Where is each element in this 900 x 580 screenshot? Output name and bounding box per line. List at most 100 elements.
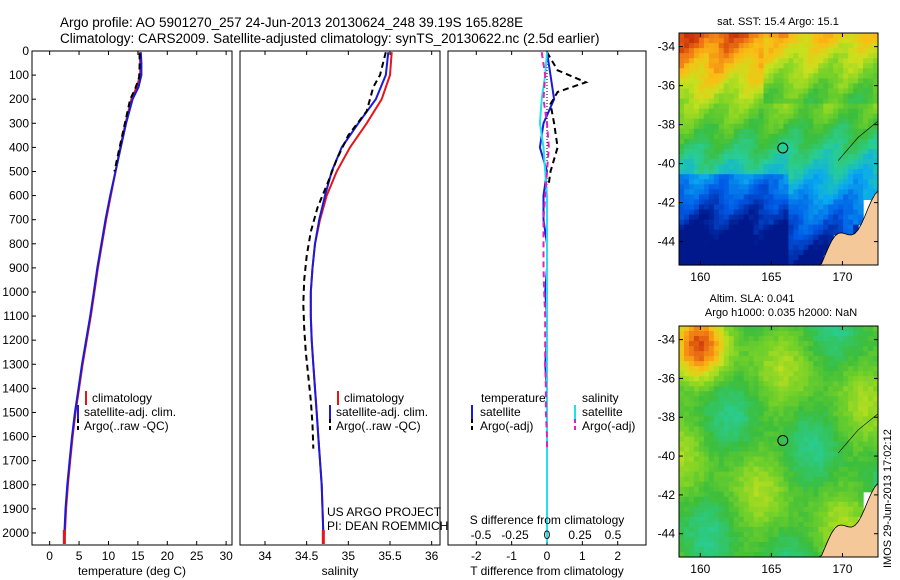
map-cell xyxy=(783,184,790,190)
map-cell xyxy=(773,406,780,412)
map-cell xyxy=(793,204,799,211)
map-cell xyxy=(803,406,809,412)
map-cell xyxy=(763,149,770,155)
map-cell xyxy=(679,58,685,64)
map-cell xyxy=(848,113,854,120)
map-cell xyxy=(783,68,790,74)
map-cell xyxy=(688,68,695,74)
map-cell xyxy=(803,43,809,49)
map-cell xyxy=(828,446,834,453)
map-cell xyxy=(708,396,715,402)
map-cell xyxy=(748,416,755,423)
map-cell xyxy=(833,471,839,478)
y-tick-label: 1000 xyxy=(2,285,29,299)
map-cell xyxy=(798,189,804,195)
map-cell xyxy=(723,138,730,145)
map-cell xyxy=(688,346,695,352)
map-cell xyxy=(723,461,730,468)
map-cell xyxy=(818,143,824,150)
map-cell xyxy=(863,361,869,367)
map-cell xyxy=(853,194,859,201)
map-cell xyxy=(688,386,695,392)
map-cell xyxy=(753,396,760,402)
map-cell xyxy=(758,174,765,180)
map-cell xyxy=(833,496,839,503)
map-cell xyxy=(763,133,770,140)
map-cell xyxy=(723,551,730,558)
map-cell xyxy=(793,401,799,407)
map-cell xyxy=(863,401,869,407)
map-cell xyxy=(683,93,690,100)
y-tick-label: 600 xyxy=(9,189,29,203)
map-cell xyxy=(783,154,790,160)
map-cell xyxy=(768,88,775,95)
map-cell xyxy=(718,174,725,180)
map-cell xyxy=(748,194,755,201)
map-cell xyxy=(748,451,755,458)
map-cell xyxy=(768,496,775,503)
map-cell xyxy=(838,336,844,342)
map-cell xyxy=(793,531,799,538)
map-cell xyxy=(758,546,765,553)
map-cell xyxy=(813,371,819,377)
map-cell xyxy=(708,541,715,548)
map-cell xyxy=(818,336,824,342)
map-cell xyxy=(768,346,775,352)
map-cell xyxy=(768,199,775,206)
map-cell xyxy=(708,436,715,443)
map-cell xyxy=(758,179,765,185)
map-cell xyxy=(723,511,730,518)
map-cell xyxy=(713,239,720,246)
map-cell xyxy=(793,516,799,523)
map-cell xyxy=(748,346,755,352)
x-tick-label: 10 xyxy=(102,549,116,563)
map-cell xyxy=(773,48,780,54)
map-cell xyxy=(778,476,785,483)
map-cell xyxy=(683,396,690,402)
map-cell xyxy=(733,219,740,226)
map-cell xyxy=(728,174,735,180)
map-cell xyxy=(693,179,700,185)
map-cell xyxy=(708,108,715,115)
map-cell xyxy=(863,466,869,473)
map-cell xyxy=(753,239,760,246)
map-cell xyxy=(713,351,720,357)
map-cell xyxy=(738,426,745,433)
map-cell xyxy=(793,209,799,216)
map-cell xyxy=(728,421,735,428)
map-cell xyxy=(703,396,710,402)
map-cell xyxy=(858,159,864,165)
map-cell xyxy=(873,366,879,372)
map-cell xyxy=(738,138,745,145)
map-cell xyxy=(823,179,829,185)
map-cell xyxy=(763,43,770,49)
legend-label-satellite: satellite-adj. clim. xyxy=(84,405,176,419)
map-cell xyxy=(803,466,809,473)
map-cell xyxy=(713,219,720,226)
map-cell xyxy=(823,366,829,372)
map-cell xyxy=(808,446,814,453)
map-cell xyxy=(718,169,725,175)
map-cell xyxy=(778,386,785,392)
map-cell xyxy=(743,436,750,443)
map-cell xyxy=(713,123,720,130)
map-cell xyxy=(748,516,755,523)
map-cell xyxy=(748,53,755,59)
map-cell xyxy=(793,486,799,493)
map-cell xyxy=(718,63,725,69)
map-cell xyxy=(738,361,745,367)
map-cell xyxy=(718,366,725,372)
map-cell xyxy=(703,476,710,483)
map-cell xyxy=(868,154,874,160)
coastline xyxy=(837,120,879,161)
map-cell xyxy=(713,461,720,468)
map-cell xyxy=(788,441,795,448)
map-cell xyxy=(858,98,864,105)
map-cell xyxy=(679,38,685,44)
map-cell xyxy=(798,346,804,352)
map-cell xyxy=(703,511,710,518)
map-cell xyxy=(708,78,715,85)
map-cell xyxy=(778,53,785,59)
map-cell xyxy=(863,381,869,387)
map-cell xyxy=(808,386,814,392)
